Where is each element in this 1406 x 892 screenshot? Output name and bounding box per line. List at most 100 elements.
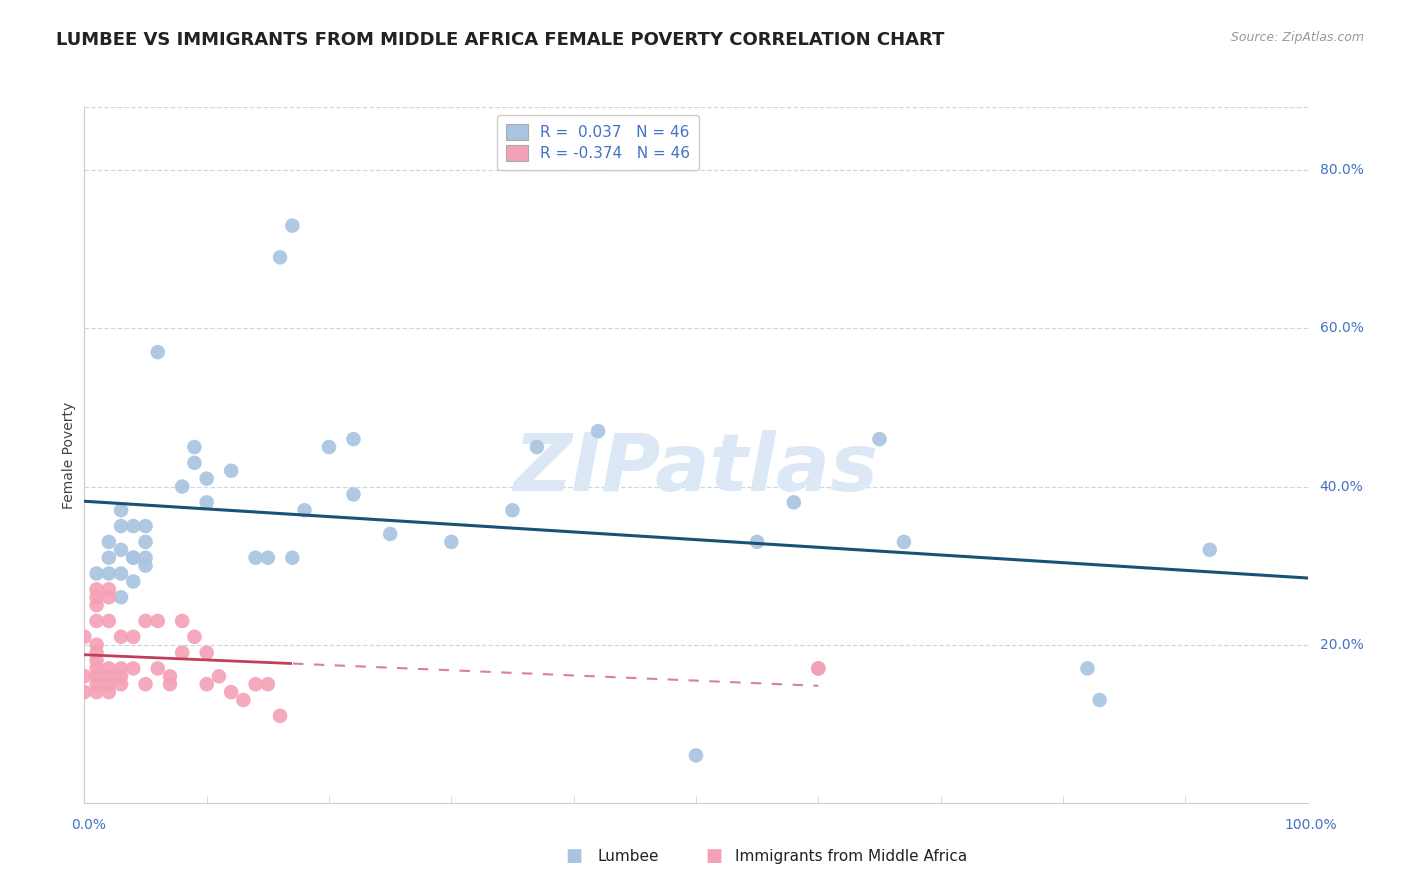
Point — [195, 495, 218, 509]
Point — [135, 677, 157, 691]
Point — [146, 661, 169, 675]
Point — [86, 598, 108, 612]
Point — [86, 677, 108, 691]
Point — [269, 708, 291, 723]
Point — [146, 345, 169, 359]
Point — [219, 464, 242, 478]
Point — [257, 677, 280, 691]
Point — [245, 550, 267, 565]
Point — [807, 661, 830, 675]
Point — [97, 685, 120, 699]
Point — [135, 519, 157, 533]
Point — [122, 550, 145, 565]
Text: 0.0%: 0.0% — [72, 818, 105, 832]
Text: 20.0%: 20.0% — [1320, 638, 1364, 652]
Point — [380, 527, 402, 541]
Text: 80.0%: 80.0% — [1320, 163, 1364, 178]
Point — [1076, 661, 1098, 675]
Point — [73, 630, 96, 644]
Point — [135, 550, 157, 565]
Point — [73, 685, 96, 699]
Point — [1198, 542, 1220, 557]
Point — [97, 669, 120, 683]
Point — [97, 582, 120, 597]
Point — [219, 685, 242, 699]
Point — [807, 661, 830, 675]
Y-axis label: Female Poverty: Female Poverty — [62, 401, 76, 508]
Point — [97, 534, 120, 549]
Point — [86, 661, 108, 675]
Point — [342, 487, 364, 501]
Point — [86, 566, 108, 581]
Point — [122, 661, 145, 675]
Point — [86, 685, 108, 699]
Point — [294, 503, 316, 517]
Point — [281, 219, 304, 233]
Text: ■: ■ — [565, 847, 582, 865]
Point — [146, 614, 169, 628]
Point — [110, 669, 132, 683]
Point — [195, 677, 218, 691]
Point — [195, 472, 218, 486]
Point — [135, 534, 157, 549]
Text: Lumbee: Lumbee — [598, 849, 659, 863]
Point — [110, 630, 132, 644]
Point — [86, 582, 108, 597]
Point — [172, 646, 194, 660]
Text: 60.0%: 60.0% — [1320, 321, 1364, 335]
Point — [86, 614, 108, 628]
Point — [86, 591, 108, 605]
Point — [135, 614, 157, 628]
Point — [318, 440, 340, 454]
Point — [86, 653, 108, 667]
Point — [172, 479, 194, 493]
Point — [869, 432, 891, 446]
Point — [257, 550, 280, 565]
Legend: R =  0.037   N = 46, R = -0.374   N = 46: R = 0.037 N = 46, R = -0.374 N = 46 — [498, 115, 699, 170]
Point — [110, 566, 132, 581]
Point — [501, 503, 523, 517]
Point — [86, 638, 108, 652]
Point — [110, 591, 132, 605]
Text: Immigrants from Middle Africa: Immigrants from Middle Africa — [735, 849, 967, 863]
Point — [159, 677, 181, 691]
Text: ZIPatlas: ZIPatlas — [513, 430, 879, 508]
Point — [122, 574, 145, 589]
Point — [159, 669, 181, 683]
Text: 40.0%: 40.0% — [1320, 480, 1364, 493]
Point — [183, 440, 205, 454]
Point — [110, 542, 132, 557]
Point — [1088, 693, 1111, 707]
Point — [97, 614, 120, 628]
Point — [97, 566, 120, 581]
Text: 100.0%: 100.0% — [1284, 818, 1337, 832]
Point — [122, 630, 145, 644]
Point — [110, 519, 132, 533]
Point — [183, 630, 205, 644]
Text: ■: ■ — [706, 847, 723, 865]
Point — [195, 646, 218, 660]
Point — [97, 661, 120, 675]
Point — [97, 550, 120, 565]
Point — [245, 677, 267, 691]
Text: LUMBEE VS IMMIGRANTS FROM MIDDLE AFRICA FEMALE POVERTY CORRELATION CHART: LUMBEE VS IMMIGRANTS FROM MIDDLE AFRICA … — [56, 31, 945, 49]
Point — [783, 495, 806, 509]
Point — [73, 669, 96, 683]
Point — [97, 677, 120, 691]
Point — [97, 591, 120, 605]
Point — [269, 250, 291, 264]
Point — [526, 440, 548, 454]
Point — [172, 614, 194, 628]
Point — [440, 534, 463, 549]
Point — [122, 519, 145, 533]
Point — [183, 456, 205, 470]
Point — [232, 693, 254, 707]
Point — [110, 661, 132, 675]
Point — [86, 669, 108, 683]
Point — [685, 748, 707, 763]
Point — [86, 646, 108, 660]
Point — [110, 677, 132, 691]
Point — [208, 669, 231, 683]
Point — [135, 558, 157, 573]
Point — [110, 503, 132, 517]
